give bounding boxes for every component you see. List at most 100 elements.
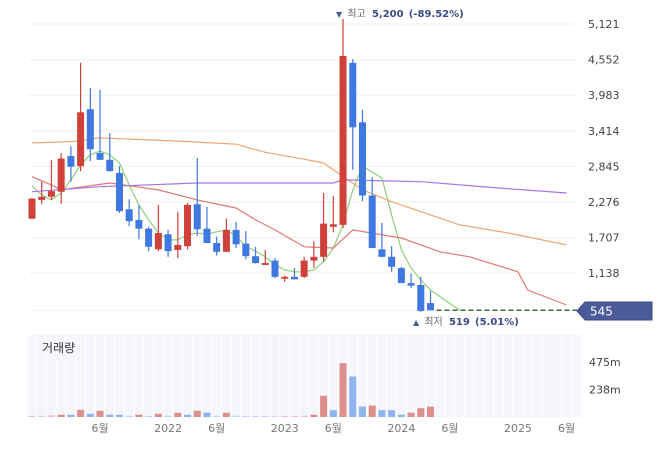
volume-column: [455, 335, 465, 417]
volume-column: [222, 335, 231, 417]
volume-column: [134, 335, 144, 417]
candle: [320, 192, 328, 262]
volume-bar: [203, 412, 211, 417]
volume-column: [396, 335, 406, 417]
volume-bar: [106, 414, 114, 417]
volume-column: [192, 335, 202, 417]
candle: [193, 157, 201, 237]
volume-column: [251, 335, 260, 417]
volume-column: [115, 335, 124, 417]
volume-bar: [77, 409, 85, 417]
volume-column: [406, 335, 416, 417]
last-price-value: 545: [590, 305, 613, 319]
volume-column: [66, 335, 76, 417]
candle: [261, 249, 269, 265]
price-tick-label: 1,707: [588, 232, 620, 245]
volume-bar: [164, 415, 172, 417]
candle-body: [310, 256, 318, 261]
candle: [290, 268, 298, 280]
volume-bar: [145, 415, 153, 417]
volume-column: [358, 335, 367, 417]
volume-column: [280, 335, 290, 417]
candle-body: [174, 244, 182, 250]
time-tick-label: 2025: [504, 422, 532, 435]
volume-bar: [174, 412, 182, 417]
volume-column: [367, 335, 377, 417]
up-triangle-icon: ▲: [413, 318, 420, 327]
volume-column: [416, 335, 426, 417]
candle-body: [417, 284, 425, 311]
candle: [281, 275, 289, 282]
price-tick-label: 1,138: [588, 267, 620, 280]
candle: [329, 196, 337, 233]
volume-column: [212, 335, 222, 417]
volume-bar: [232, 415, 240, 417]
volume-column: [299, 335, 309, 417]
volume-bar: [57, 414, 65, 417]
volume-title: 거래량: [42, 341, 75, 355]
candle-body: [407, 283, 415, 286]
volume-column: [163, 335, 173, 417]
candle: [339, 19, 347, 229]
candle: [125, 199, 133, 227]
volume-column: [571, 335, 581, 417]
candle: [135, 204, 143, 240]
volume-axis: 475m 238m: [589, 356, 621, 396]
volume-bar: [252, 416, 260, 417]
volume-column: [124, 335, 134, 417]
volume-bar: [368, 405, 376, 417]
candle-body: [115, 172, 123, 212]
price-tick-label: 4,552: [588, 54, 620, 67]
volume-bar: [154, 413, 162, 417]
candle: [417, 276, 425, 312]
volume-background-stripes: [27, 335, 581, 417]
candle: [184, 203, 192, 250]
candle-body: [38, 196, 46, 200]
candle-body: [145, 228, 153, 247]
candle: [378, 223, 386, 258]
volume-column: [435, 335, 445, 417]
candle-body: [242, 243, 250, 257]
candle-body: [368, 195, 376, 249]
candle-body: [427, 303, 435, 311]
volume-bar: [427, 406, 435, 417]
volume-bar: [281, 416, 289, 417]
candle: [38, 181, 46, 205]
candle: [222, 218, 230, 252]
candle: [47, 159, 55, 200]
candle: [67, 146, 75, 182]
volume-column: [377, 335, 387, 417]
candle: [427, 291, 435, 311]
candlesticks: [28, 19, 435, 312]
candle-body: [213, 243, 221, 252]
candle: [57, 152, 65, 204]
volume-column: [513, 335, 523, 417]
volume-bar: [96, 410, 104, 417]
candle-body: [28, 198, 36, 219]
candle-body: [193, 204, 201, 230]
candle: [310, 241, 318, 269]
volume-column: [56, 335, 66, 417]
candle-body: [164, 234, 172, 252]
volume-column: [37, 335, 47, 417]
volume-column: [153, 335, 163, 417]
moving-average-line: [31, 137, 567, 246]
volume-column: [348, 335, 358, 417]
volume-bar: [242, 415, 250, 417]
volume-bar: [397, 414, 405, 417]
volume-column: [309, 335, 319, 417]
volume-column: [231, 335, 241, 417]
candle: [252, 246, 260, 264]
volume-column: [552, 335, 562, 417]
candle-body: [378, 249, 386, 257]
candle: [164, 229, 172, 257]
candle: [232, 221, 240, 249]
low-annotation: ▲ 최저 519 (5.01%): [413, 316, 519, 328]
volume-column: [144, 335, 154, 417]
candle: [115, 166, 123, 214]
volume-column: [387, 335, 397, 417]
volume-column: [474, 335, 484, 417]
candle: [368, 177, 376, 249]
time-axis: 6월 2022 6월 2023 6월 2024 6월 2025 6월: [91, 422, 575, 435]
candle: [271, 258, 279, 279]
